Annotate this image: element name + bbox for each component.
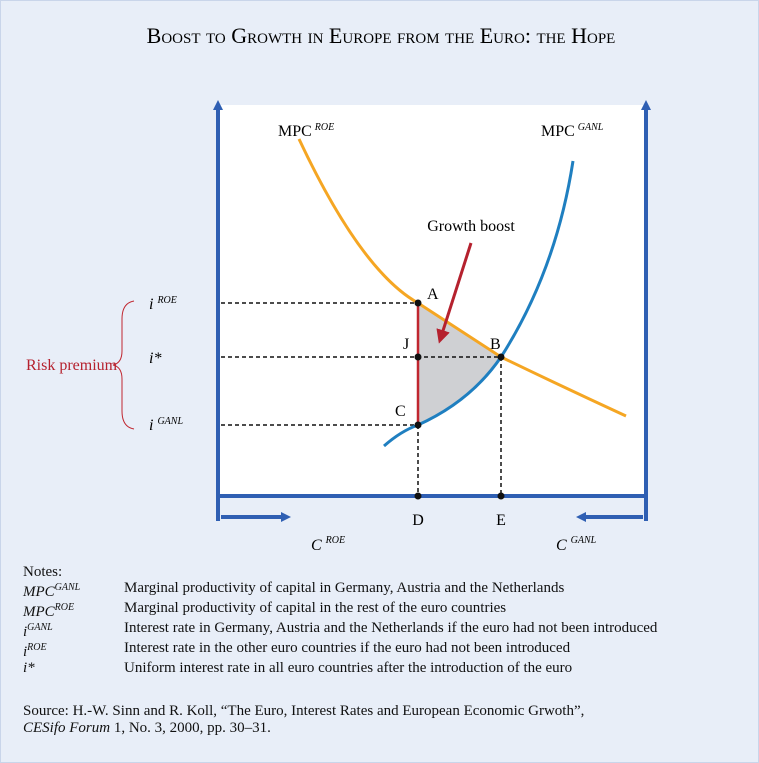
note-row: iROE Interest rate in the other euro coun… — [23, 640, 724, 660]
term-base: MPC — [23, 604, 55, 620]
axis-label: C ROE — [311, 535, 345, 554]
axes — [213, 100, 651, 522]
mpc-ganl-curve — [383, 160, 575, 448]
term-sup: ROE — [54, 602, 75, 613]
axis-label: C GANL — [556, 535, 597, 554]
note-definition: Marginal productivity of capital in Germ… — [124, 580, 565, 596]
note-row: i* Uniform interest rate in all euro coun… — [23, 660, 724, 676]
mpc-roe-curve — [297, 138, 627, 418]
note-term: iGANL — [23, 620, 124, 640]
boost-arrow — [436, 242, 473, 344]
note-list: MPCGANL Marginal productivity of capital … — [23, 580, 724, 676]
source-line: Source: H.-W. Sinn and R. Koll, “The Eur… — [23, 703, 585, 719]
point-label: C — [395, 403, 406, 420]
label-base: i — [149, 417, 153, 434]
note-term: MPCGANL — [23, 580, 124, 600]
note-definition: Marginal productivity of capital in the … — [124, 600, 507, 616]
guides — [221, 302, 502, 496]
label-sup: ROE — [156, 295, 176, 306]
curve-label: MPC ROE — [278, 122, 334, 140]
point-label: D — [412, 512, 424, 529]
source-rest: 1, No. 3, 2000, pp. 30–31. — [110, 720, 271, 736]
curve-label: MPC GANL — [541, 122, 604, 140]
label-base: C — [556, 537, 567, 554]
brace — [112, 300, 135, 430]
annotation: Growth boost — [427, 218, 515, 235]
point-label: B — [490, 336, 501, 353]
note-definition: Interest rate in Germany, Austria and th… — [124, 620, 658, 636]
term-base: i* — [23, 660, 35, 676]
title: Boost to Growth in Europe from the Euro:… — [147, 23, 616, 48]
note-row: iGANL Interest rate in Germany, Austria a… — [23, 620, 724, 640]
rate-label: i ROE — [149, 295, 177, 313]
term-base: MPC — [23, 584, 55, 600]
note-definition: Uniform interest rate in all euro countr… — [124, 660, 573, 676]
label-base: MPC — [541, 123, 575, 140]
label-sup: GANL — [571, 535, 597, 546]
term-sup: ROE — [27, 642, 47, 653]
term-sup: GANL — [54, 582, 81, 593]
note-term: i* — [23, 660, 124, 676]
notes-heading: Notes: — [23, 564, 63, 580]
plot-area — [219, 105, 645, 495]
label-sup: GANL — [578, 122, 604, 133]
point-label: A — [427, 286, 439, 303]
label-base: i — [149, 296, 153, 313]
rate-label: i GANL — [149, 416, 183, 434]
note-definition: Interest rate in the other euro countrie… — [124, 640, 571, 656]
label-sup: ROE — [314, 122, 334, 133]
notes: Notes: MPCGANL Marginal productivity of c… — [23, 564, 724, 676]
label-base: C — [311, 537, 322, 554]
term-sup: GANL — [27, 622, 53, 633]
journal: CESifo Forum — [23, 720, 111, 736]
note-row: MPCGANL Marginal productivity of capital … — [23, 580, 724, 600]
note-term: iROE — [23, 640, 124, 660]
rate-label: i* — [149, 350, 161, 367]
label-sup: ROE — [325, 535, 345, 546]
term-base: i — [23, 644, 28, 660]
term-base: i — [23, 624, 28, 640]
label-base: MPC — [278, 123, 312, 140]
risk-premium: Risk premium — [26, 357, 118, 374]
points — [414, 299, 505, 500]
note-row: MPCROE Marginal productivity of capital i… — [23, 600, 724, 620]
source: Source: H.-W. Sinn and R. Koll, “The Eur… — [23, 703, 584, 737]
source-line: CESifo Forum 1, No. 3, 2000, pp. 30–31. — [23, 720, 584, 737]
label-sup: GANL — [157, 416, 183, 427]
point-label: J — [403, 336, 409, 353]
note-term: MPCROE — [23, 600, 124, 620]
point-label: E — [496, 512, 506, 529]
